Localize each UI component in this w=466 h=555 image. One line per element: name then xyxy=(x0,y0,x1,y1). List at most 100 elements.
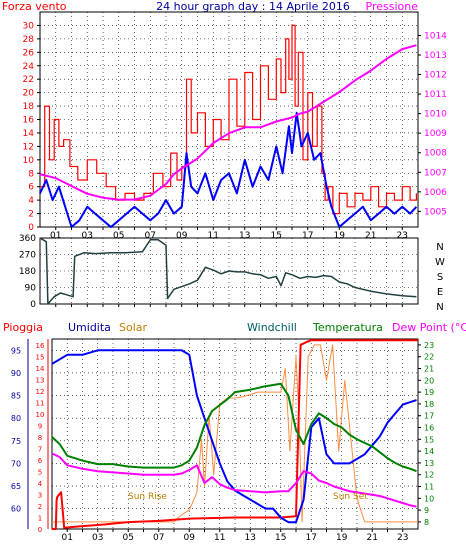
y-right-tick-label: 1014 xyxy=(424,31,447,41)
y-temperature-tick-label: 19 xyxy=(424,388,434,397)
y-left-tick-label: 14 xyxy=(23,129,35,139)
y-left-tick-label: 360 xyxy=(19,234,36,244)
y-right-tick-label: 1013 xyxy=(424,51,447,61)
x-tick-label: 09 xyxy=(176,231,188,241)
y-rain-tick-label: 16 xyxy=(36,342,45,350)
compass-label: N xyxy=(436,302,443,313)
annotation-sun-rise: Sun Rise xyxy=(128,492,167,502)
x-tick-label: 07 xyxy=(153,533,164,543)
x-tick-label: 17 xyxy=(306,533,317,543)
pressure-line xyxy=(39,44,417,201)
y-humidity-tick-label: 95 xyxy=(11,346,21,355)
x-tick-label: 09 xyxy=(184,533,196,543)
temperature-line xyxy=(51,382,417,473)
y-right-tick-label: 1007 xyxy=(424,168,447,178)
compass-label: W xyxy=(435,257,445,268)
y-left-tick-label: 16 xyxy=(23,116,35,126)
y-left-tick-label: 30 xyxy=(23,21,35,31)
y-right-tick-label: 1005 xyxy=(424,207,447,217)
rain-line xyxy=(52,339,418,530)
y-rain-tick-label: 5 xyxy=(38,468,42,476)
y-rain-tick-label: 13 xyxy=(36,376,45,384)
x-tick-label: 17 xyxy=(302,231,313,241)
dew-point-line xyxy=(51,452,417,508)
annotation-sun-set: Sun Set xyxy=(333,492,368,502)
y-humidity-tick-label: 65 xyxy=(11,482,21,491)
wind-direction-series xyxy=(39,237,417,305)
y-temperature-tick-label: 18 xyxy=(424,400,434,409)
chart-title: 24 hour graph day : 14 Aprile 2016 xyxy=(156,0,350,13)
y-temperature-tick-label: 9 xyxy=(424,506,429,515)
x-tick-label: 03 xyxy=(92,533,103,543)
y-humidity-tick-label: 80 xyxy=(11,414,21,423)
y-rain-tick-label: 11 xyxy=(36,399,45,407)
y-rain-tick-label: 4 xyxy=(38,480,43,488)
temperature-legend: Pioggia Umidita Solar Windchill Temperat… xyxy=(3,321,466,334)
y-left-tick-label: 8 xyxy=(28,169,34,179)
x-tick-label: 13 xyxy=(245,533,256,543)
temperature-series xyxy=(51,339,418,530)
legend-temperatura: Temperatura xyxy=(312,321,383,334)
wind-speed-line xyxy=(39,111,418,228)
y-right-tick-label: 1008 xyxy=(424,149,447,159)
y-rain-tick-label: 7 xyxy=(38,445,42,453)
x-tick-label: 15 xyxy=(275,533,286,543)
y-left-tick-label: 270 xyxy=(19,251,36,261)
y-temperature-tick-label: 21 xyxy=(424,365,434,374)
y-left-tick-label: 0 xyxy=(30,300,36,310)
x-tick-label: 19 xyxy=(336,533,348,543)
pressure-label: Pressione xyxy=(366,0,419,13)
y-temperature-tick-label: 8 xyxy=(424,518,429,527)
y-right-tick-label: 1009 xyxy=(424,129,447,139)
x-tick-label: 23 xyxy=(397,533,408,543)
y-left-tick-label: 24 xyxy=(23,62,35,72)
legend-pioggia: Pioggia xyxy=(3,321,43,334)
x-tick-label: 03 xyxy=(82,231,93,241)
x-tick-label: 23 xyxy=(397,231,408,241)
y-humidity-tick-label: 75 xyxy=(11,437,21,446)
legend-solar: Solar xyxy=(119,321,148,334)
x-tick-label: 21 xyxy=(365,231,376,241)
y-temperature-tick-label: 17 xyxy=(424,412,434,421)
y-rain-tick-label: 3 xyxy=(38,491,42,499)
y-humidity-tick-label: 70 xyxy=(11,459,21,468)
y-left-tick-label: 4 xyxy=(28,196,34,206)
compass-label: S xyxy=(437,272,443,283)
wind-pressure-series xyxy=(39,24,418,228)
wind-pressure-axes: 01 03 05 07 09 11 13 15 17 19 21 230246810121416182… xyxy=(23,21,448,241)
x-tick-label: 13 xyxy=(239,231,250,241)
y-right-tick-label: 1006 xyxy=(424,188,447,198)
y-left-tick-label: 0 xyxy=(28,223,34,233)
y-rain-tick-label: 12 xyxy=(36,388,45,396)
y-left-tick-label: 28 xyxy=(23,35,35,45)
legend-umidita: Umidita xyxy=(68,321,111,334)
y-right-tick-label: 1011 xyxy=(424,90,447,100)
y-rain-tick-label: 9 xyxy=(38,422,42,430)
y-rain-tick-label: 6 xyxy=(38,457,43,465)
wind-direction-line xyxy=(39,237,417,305)
x-tick-label: 05 xyxy=(113,231,124,241)
y-left-tick-label: 90 xyxy=(25,284,37,294)
y-rain-tick-label: 2 xyxy=(38,503,42,511)
compass-label: E xyxy=(437,287,443,298)
y-temperature-tick-label: 15 xyxy=(424,435,434,444)
x-tick-label: 19 xyxy=(334,231,346,241)
y-left-tick-label: 12 xyxy=(23,142,34,152)
solar-line xyxy=(52,344,418,523)
y-temperature-tick-label: 20 xyxy=(424,376,434,385)
y-humidity-tick-label: 85 xyxy=(11,392,21,401)
y-rain-tick-label: 0 xyxy=(38,526,42,534)
y-temperature-tick-label: 23 xyxy=(424,341,434,350)
y-rain-tick-label: 14 xyxy=(36,365,45,373)
y-left-tick-label: 18 xyxy=(23,102,35,112)
x-tick-label: 07 xyxy=(145,231,156,241)
y-left-tick-label: 180 xyxy=(19,267,36,277)
y-temperature-tick-label: 13 xyxy=(424,459,434,468)
legend-windchill: Windchill xyxy=(247,321,297,334)
y-right-tick-label: 1010 xyxy=(424,110,447,120)
y-temperature-tick-label: 12 xyxy=(424,471,434,480)
y-temperature-tick-label: 10 xyxy=(424,494,434,503)
